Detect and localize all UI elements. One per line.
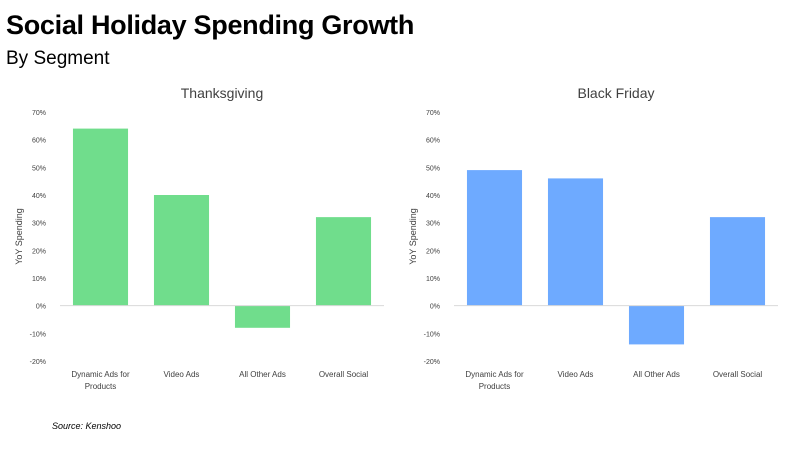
y-tick-label: -20% [30, 359, 46, 366]
y-tick-label: 60% [32, 138, 46, 145]
chart-title: Thanksgiving [181, 85, 264, 101]
bar [315, 217, 372, 306]
bar [153, 195, 210, 306]
bar [234, 305, 291, 328]
y-tick-label: 20% [32, 248, 46, 255]
category-label: Overall Social [319, 370, 369, 379]
y-tick-label: 0% [430, 304, 440, 311]
y-tick-label: 60% [426, 138, 440, 145]
y-tick-label: 50% [426, 165, 440, 172]
y-tick-label: -20% [424, 359, 440, 366]
y-tick-label: 70% [426, 110, 440, 117]
y-tick-label: -10% [30, 331, 46, 338]
category-label: Products [85, 382, 117, 391]
y-tick-label: 20% [426, 248, 440, 255]
y-tick-label: 50% [32, 165, 46, 172]
black-friday-chart: Black Friday YoY Spending -20% -10% 0% 10% 20%… [408, 85, 778, 391]
y-tick-label: 40% [32, 193, 46, 200]
y-tick-label: 10% [32, 276, 46, 283]
y-tick-label: 30% [426, 221, 440, 228]
page-title: Social Holiday Spending Growth [6, 10, 415, 40]
bar [466, 170, 523, 306]
category-label: Dynamic Ads for [465, 370, 524, 379]
category-label: Products [479, 382, 511, 391]
category-label: All Other Ads [239, 370, 286, 379]
bar [547, 178, 604, 306]
y-tick-label: -10% [424, 331, 440, 338]
category-label: Dynamic Ads for [71, 370, 130, 379]
category-label: Video Ads [558, 370, 594, 379]
bar [72, 128, 129, 306]
y-tick-label: 0% [36, 304, 46, 311]
y-axis-title: YoY Spending [14, 208, 24, 265]
y-tick-label: 40% [426, 193, 440, 200]
page-subtitle: By Segment [6, 48, 110, 69]
bar [709, 217, 766, 306]
y-axis-title: YoY Spending [408, 208, 418, 265]
y-tick-label: 30% [32, 221, 46, 228]
bar [628, 305, 685, 345]
source-note: Source: Kenshoo [52, 421, 122, 431]
category-label: Video Ads [164, 370, 200, 379]
category-label: All Other Ads [633, 370, 680, 379]
chart-title: Black Friday [577, 85, 654, 101]
thanksgiving-chart: Thanksgiving YoY Spending -20% -10% 0% 10% 20%… [14, 85, 384, 391]
y-tick-label: 70% [32, 110, 46, 117]
category-label: Overall Social [713, 370, 763, 379]
y-tick-label: 10% [426, 276, 440, 283]
